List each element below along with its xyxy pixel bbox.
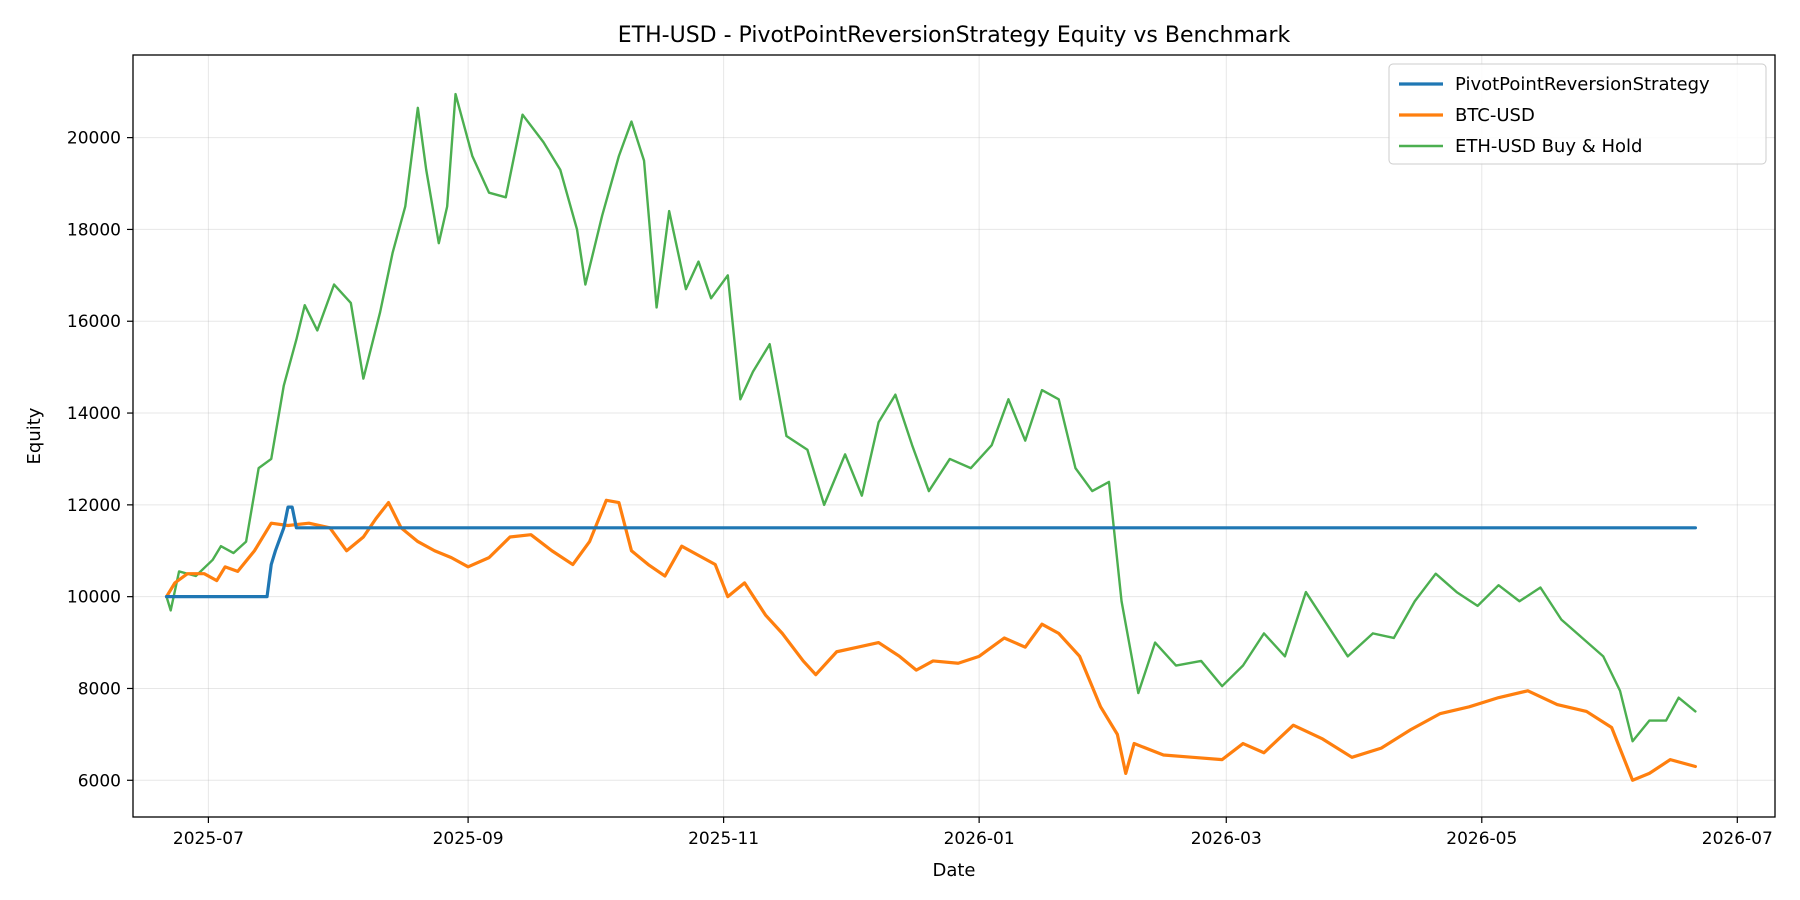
legend-label-btc-usd: BTC-USD: [1455, 105, 1535, 126]
series-line-btc-usd: [164, 498, 1698, 782]
y-tick-label: 14000: [67, 404, 121, 424]
y-axis-label: Equity: [24, 407, 45, 464]
y-tick-label: 18000: [67, 220, 121, 240]
y-tick-label: 6000: [78, 771, 121, 791]
x-tick-label: 2026-07: [1702, 829, 1773, 849]
x-tick-label: 2025-09: [433, 829, 504, 849]
x-tick-label: 2025-07: [173, 829, 244, 849]
x-tick-label: 2026-01: [944, 829, 1015, 849]
chart-title: ETH-USD - PivotPointReversionStrategy Eq…: [618, 23, 1291, 48]
x-tick-label: 2025-11: [688, 829, 759, 849]
y-tick-label: 8000: [78, 679, 121, 699]
legend-label-eth-usd-buy-hold: ETH-USD Buy & Hold: [1455, 136, 1642, 157]
legend-label-pivotpointreversionstrategy: PivotPointReversionStrategy: [1455, 74, 1710, 95]
legend-box: [1388, 63, 1767, 165]
y-tick-label: 12000: [67, 496, 121, 516]
series-line-pivotpointreversionstrategy: [164, 505, 1698, 599]
x-tick-label: 2026-05: [1446, 829, 1517, 849]
y-tick-label: 16000: [67, 312, 121, 332]
x-tick-label: 2026-03: [1191, 829, 1262, 849]
y-tick-label: 20000: [67, 129, 121, 149]
series-lines: [164, 92, 1698, 782]
plot-area-frame: [132, 54, 1776, 818]
grid: [133, 55, 1775, 817]
legend: PivotPointReversionStrategy BTC-USD ETH-US…: [1388, 63, 1767, 165]
axes: 2025-07 2025-09 2025-11 2026-01 2026-03 2026-…: [67, 129, 1773, 849]
x-axis-label: Date: [932, 860, 975, 881]
series-line-eth-usd-buy-hold: [165, 92, 1697, 743]
y-tick-label: 10000: [67, 588, 121, 608]
